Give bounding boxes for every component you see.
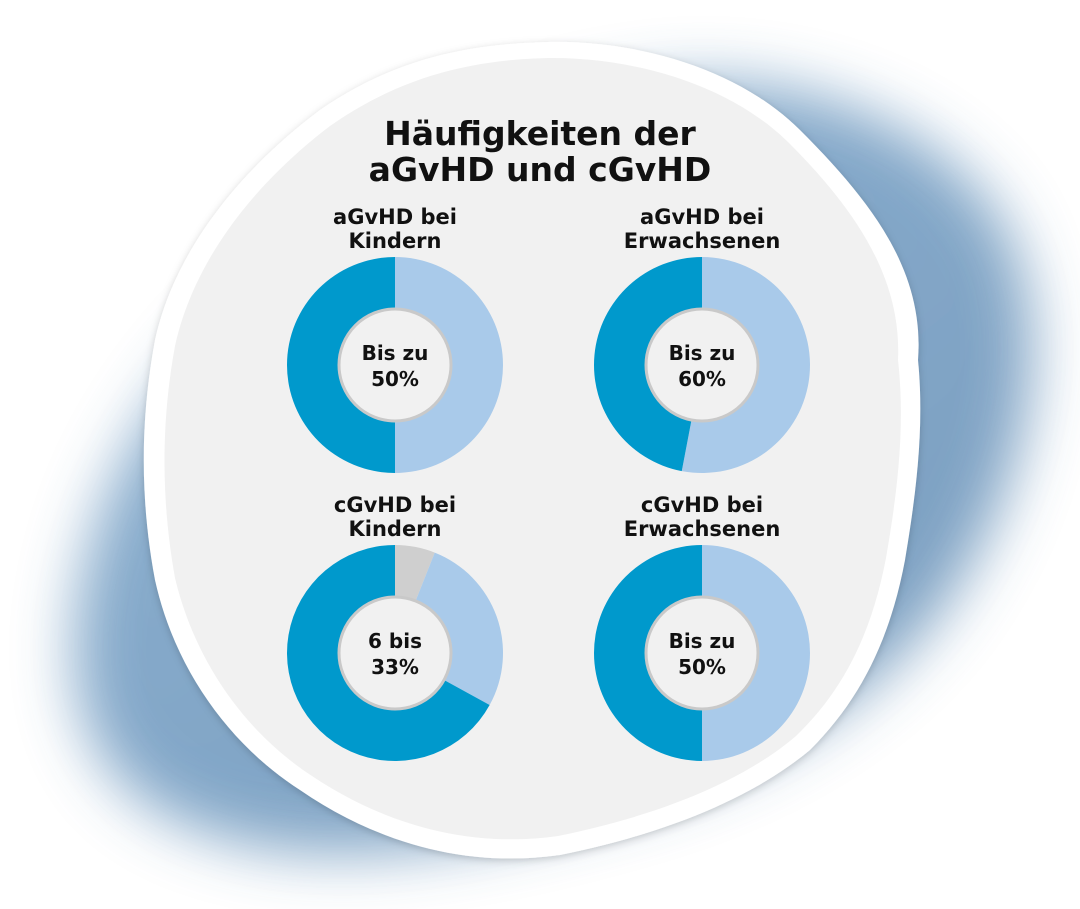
donut-title: cGvHD bei Kindern [245, 493, 545, 543]
donut-slice-light-blue [415, 552, 503, 706]
donut-center-circle [337, 307, 453, 423]
donut-title: aGvHD bei Kindern [245, 205, 545, 255]
donut-chart-cgvhd-kinder: cGvHD bei Kindern 6 bis 33% [245, 493, 545, 763]
donut-title-line-1: aGvHD bei [333, 205, 457, 229]
donut-center-label-line-1: Bis zu [362, 341, 429, 365]
donut-slice-light-blue [681, 257, 811, 473]
donut-center-circle [644, 307, 760, 423]
donut-slice-gray [395, 545, 435, 601]
donut-chart-cgvhd-erwachsene: cGvHD bei Erwachsenen Bis zu 50% [552, 493, 852, 763]
donut-slice-dark-blue [594, 545, 702, 761]
donut-title-line-1: cGvHD bei [333, 493, 457, 517]
donut-center-label-line-2: 33% [371, 655, 419, 679]
donut-center-label-line-2: 50% [678, 655, 726, 679]
donut-center-circle [644, 595, 760, 711]
donut-title: cGvHD bei Erwachsenen [552, 493, 852, 543]
chart-title: Häufigkeiten der aGvHD und cGvHD [290, 116, 790, 188]
donut-slice-light-blue [395, 257, 503, 473]
donut-title-line-2: Erwachsenen [623, 517, 781, 541]
donut-slice-dark-blue [287, 545, 490, 761]
donut-title: aGvHD bei Erwachsenen [552, 205, 852, 255]
donut-title-line-2: Erwachsenen [623, 229, 781, 253]
donut-center-label-line-2: 60% [678, 367, 726, 391]
donut-center-label-line-2: 50% [371, 367, 419, 391]
donut-center-label-line-1: Bis zu [669, 629, 736, 653]
donut-chart-agvhd-erwachsene: aGvHD bei Erwachsenen Bis zu 60% [552, 205, 852, 475]
donut-center-label-line-1: Bis zu [669, 341, 736, 365]
donut-center-label-line-1: 6 bis [368, 629, 422, 653]
donut-title-line-1: aGvHD bei [640, 205, 764, 229]
donut-chart-agvhd-kinder: aGvHD bei Kindern Bis zu 50% [245, 205, 545, 475]
donut-title-line-2: Kindern [348, 229, 442, 253]
donut-slice-dark-blue [287, 257, 395, 473]
title-line-2: aGvHD und cGvHD [368, 150, 712, 189]
donut-slice-light-blue [702, 545, 810, 761]
donut-center-circle [337, 595, 453, 711]
donut-title-line-2: Kindern [348, 517, 442, 541]
donut-slice-dark-blue [594, 257, 702, 472]
title-line-1: Häufigkeiten der [384, 114, 696, 153]
donut-title-line-1: cGvHD bei [640, 493, 764, 517]
